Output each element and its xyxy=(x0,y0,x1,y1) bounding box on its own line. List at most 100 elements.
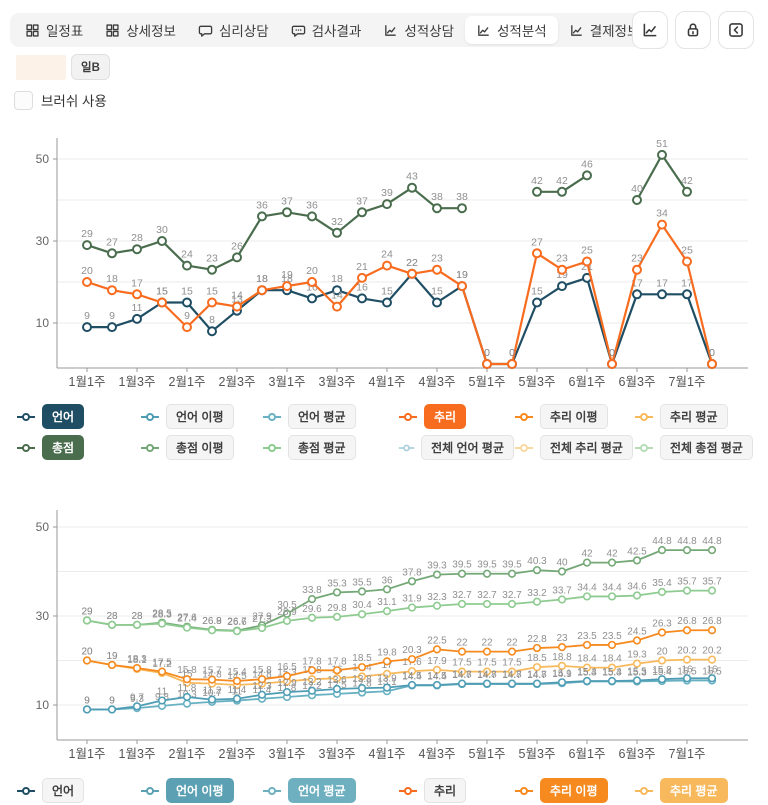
data-point[interactable] xyxy=(582,676,592,686)
data-point[interactable] xyxy=(82,322,92,333)
data-point[interactable] xyxy=(207,695,217,704)
data-point[interactable] xyxy=(82,277,92,287)
data-point[interactable] xyxy=(482,647,492,656)
legend-item-추리-이평[interactable]: 추리 이평 xyxy=(514,778,634,803)
data-point[interactable] xyxy=(357,610,367,619)
data-point[interactable] xyxy=(357,207,367,218)
data-point[interactable] xyxy=(357,663,367,672)
data-point[interactable] xyxy=(457,647,467,656)
data-point[interactable] xyxy=(682,674,692,683)
legend-item-전체-총점-평균[interactable]: 전체 총점 평균 xyxy=(634,435,754,460)
data-point[interactable] xyxy=(157,667,167,676)
data-point[interactable] xyxy=(507,647,517,656)
legend-item-언어-이평[interactable]: 언어 이평 xyxy=(140,778,262,803)
data-point[interactable] xyxy=(307,594,317,604)
legend-item-추리[interactable]: 추리 xyxy=(398,404,514,429)
data-point[interactable] xyxy=(207,675,217,684)
data-point[interactable] xyxy=(407,603,417,612)
data-point[interactable] xyxy=(82,240,92,251)
data-point[interactable] xyxy=(657,289,667,300)
legend-item-추리[interactable]: 추리 xyxy=(398,778,514,803)
data-point[interactable] xyxy=(657,628,667,637)
data-point[interactable] xyxy=(282,207,292,218)
data-point[interactable] xyxy=(232,627,242,636)
data-point[interactable] xyxy=(382,297,392,308)
data-point[interactable] xyxy=(432,665,442,674)
data-point[interactable] xyxy=(232,301,242,312)
data-point[interactable] xyxy=(582,640,592,650)
data-point[interactable] xyxy=(682,186,692,197)
data-point[interactable] xyxy=(382,683,392,692)
data-point[interactable] xyxy=(257,675,267,684)
data-point[interactable] xyxy=(182,675,192,684)
data-point[interactable] xyxy=(532,248,542,259)
data-point[interactable] xyxy=(557,567,567,576)
data-point[interactable] xyxy=(307,675,317,684)
data-point[interactable] xyxy=(307,211,317,222)
chart-view-button[interactable] xyxy=(632,11,668,49)
data-point[interactable] xyxy=(707,626,717,635)
data-point[interactable] xyxy=(557,661,567,670)
data-point[interactable] xyxy=(182,699,192,708)
data-point[interactable] xyxy=(707,359,717,369)
data-point[interactable] xyxy=(182,297,192,308)
data-point[interactable] xyxy=(257,285,267,296)
data-point[interactable] xyxy=(507,667,517,676)
data-point[interactable] xyxy=(607,640,617,650)
data-point[interactable] xyxy=(507,359,517,369)
legend-item-추리-평균[interactable]: 추리 평균 xyxy=(634,404,754,429)
data-point[interactable] xyxy=(132,244,142,255)
data-point[interactable] xyxy=(632,264,642,275)
data-point[interactable] xyxy=(282,281,292,292)
data-point[interactable] xyxy=(82,656,92,665)
data-point[interactable] xyxy=(557,595,567,604)
data-point[interactable] xyxy=(82,705,92,714)
data-point[interactable] xyxy=(357,587,367,596)
data-point[interactable] xyxy=(107,285,117,296)
data-point[interactable] xyxy=(257,623,267,633)
data-point[interactable] xyxy=(357,672,367,681)
data-point[interactable] xyxy=(407,268,417,279)
data-point[interactable] xyxy=(157,236,167,246)
data-point[interactable] xyxy=(332,674,342,683)
data-point[interactable] xyxy=(407,667,417,676)
lock-button[interactable] xyxy=(675,11,711,49)
data-point[interactable] xyxy=(132,313,142,324)
legend-item-추리-평균[interactable]: 추리 평균 xyxy=(634,778,754,803)
data-point[interactable] xyxy=(407,182,417,193)
data-point[interactable] xyxy=(332,684,342,694)
legend-item-추리-이평[interactable]: 추리 이평 xyxy=(514,404,634,429)
data-point[interactable] xyxy=(557,186,567,197)
data-point[interactable] xyxy=(157,696,167,705)
data-point[interactable] xyxy=(632,195,642,205)
tab-test-results[interactable]: 검사결과 xyxy=(280,16,373,44)
data-point[interactable] xyxy=(82,616,92,625)
data-point[interactable] xyxy=(682,546,692,555)
data-point[interactable] xyxy=(382,669,392,678)
data-point[interactable] xyxy=(607,359,617,369)
tab-grade-counseling[interactable]: 성적상담 xyxy=(372,16,465,44)
data-point[interactable] xyxy=(432,264,442,275)
data-point[interactable] xyxy=(182,322,192,333)
legend-item-총점[interactable]: 총점 xyxy=(16,435,140,460)
data-point[interactable] xyxy=(282,687,292,697)
data-point[interactable] xyxy=(157,619,167,628)
data-point[interactable] xyxy=(307,613,317,622)
data-point[interactable] xyxy=(482,359,492,369)
data-point[interactable] xyxy=(632,659,642,668)
data-point[interactable] xyxy=(582,558,592,567)
data-point[interactable] xyxy=(632,591,642,600)
legend-item-전체-추리-평균[interactable]: 전체 추리 평균 xyxy=(514,435,634,460)
collapse-button[interactable] xyxy=(718,11,754,49)
data-point[interactable] xyxy=(382,657,392,666)
data-point[interactable] xyxy=(607,592,617,601)
data-point[interactable] xyxy=(332,301,342,312)
data-point[interactable] xyxy=(107,322,117,333)
data-point[interactable] xyxy=(632,676,642,685)
data-point[interactable] xyxy=(207,626,217,635)
data-point[interactable] xyxy=(682,655,692,664)
data-point[interactable] xyxy=(482,667,492,676)
legend-item-언어-평균[interactable]: 언어 평균 xyxy=(262,778,398,803)
data-point[interactable] xyxy=(532,597,542,606)
data-point[interactable] xyxy=(182,623,192,632)
